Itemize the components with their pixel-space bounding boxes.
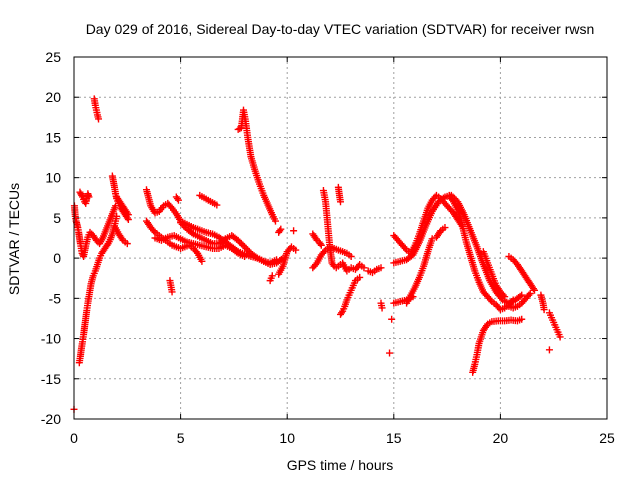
data-point — [123, 209, 131, 217]
data-point — [540, 306, 548, 314]
data-point — [529, 285, 537, 293]
x-tick-label: 10 — [279, 430, 295, 446]
plot-frame — [73, 56, 608, 420]
data-point — [329, 261, 337, 269]
data-point — [234, 236, 242, 244]
y-tick-label: 5 — [53, 210, 61, 226]
data-point — [220, 236, 228, 244]
data-point — [401, 244, 409, 252]
data-point — [501, 293, 509, 301]
y-tick-label: 10 — [45, 170, 61, 186]
chart-title: Day 029 of 2016, Sidereal Day-to-day VTE… — [86, 21, 595, 37]
data-point — [237, 240, 245, 248]
data-point — [448, 196, 456, 204]
data-point — [338, 309, 346, 317]
data-point — [188, 229, 196, 237]
data-point — [525, 291, 533, 299]
data-point — [556, 333, 564, 341]
data-point — [386, 349, 394, 357]
data-point — [242, 244, 250, 252]
data-point — [178, 220, 186, 228]
data-point — [292, 246, 300, 254]
data-point — [95, 115, 103, 123]
y-tick-label: 20 — [45, 89, 61, 105]
data-point — [177, 219, 185, 227]
data-point — [428, 235, 436, 243]
data-point — [360, 264, 368, 272]
x-tick-label: 5 — [177, 430, 185, 446]
y-tick-label: 15 — [45, 129, 61, 145]
data-point — [78, 191, 86, 199]
data-point — [239, 241, 247, 249]
data-point — [168, 288, 176, 296]
data-point — [236, 238, 244, 246]
data-point — [436, 228, 444, 236]
y-tick-label: -15 — [41, 371, 61, 387]
y-tick-label: -5 — [49, 290, 62, 306]
data-point — [123, 240, 131, 248]
data-point — [252, 253, 260, 261]
data-point — [192, 248, 200, 256]
data-point — [241, 253, 249, 261]
data-point — [518, 315, 526, 323]
x-tick-label: 20 — [493, 430, 509, 446]
data-point — [317, 241, 325, 249]
y-tick-label: 0 — [53, 250, 61, 266]
data-point — [103, 241, 111, 249]
data-point — [347, 253, 355, 261]
data-point — [508, 298, 516, 306]
data-point — [277, 225, 285, 233]
data-point — [118, 235, 126, 243]
data-point — [439, 194, 447, 202]
grid-lines — [74, 57, 607, 419]
data-point — [244, 246, 252, 254]
y-tick-label: -20 — [41, 411, 61, 427]
data-points — [70, 95, 564, 413]
data-point — [268, 272, 276, 280]
data-point — [233, 248, 241, 256]
data-point — [86, 228, 94, 236]
data-point — [316, 240, 324, 248]
data-point — [213, 201, 221, 209]
data-point — [174, 196, 182, 204]
data-point — [526, 290, 534, 298]
data-point — [198, 257, 206, 265]
data-point — [312, 235, 320, 243]
y-axis-label: SDTVAR / TECUs — [6, 183, 22, 295]
data-point — [378, 304, 386, 312]
data-point — [337, 198, 344, 206]
data-point — [85, 193, 93, 201]
data-point — [150, 227, 158, 235]
x-tick-label: 15 — [386, 430, 402, 446]
data-point — [441, 224, 449, 232]
data-point — [124, 211, 132, 219]
data-point — [173, 195, 181, 203]
data-point — [234, 125, 242, 133]
data-point — [499, 291, 507, 299]
data-point — [531, 286, 539, 294]
data-point — [290, 227, 298, 235]
x-tick-label: 0 — [70, 430, 78, 446]
data-point — [320, 248, 328, 256]
data-point — [356, 273, 364, 281]
x-axis-label: GPS time / hours — [287, 457, 394, 473]
data-point — [113, 212, 121, 220]
data-point — [545, 346, 553, 354]
data-point — [509, 296, 517, 304]
x-tick-label: 25 — [599, 430, 615, 446]
data-point — [241, 243, 249, 251]
data-point — [486, 296, 494, 304]
data-point — [518, 291, 526, 299]
data-point — [516, 292, 524, 300]
y-tick-label: 25 — [45, 49, 61, 65]
data-point — [271, 217, 279, 225]
data-point — [180, 222, 188, 230]
data-point — [276, 227, 284, 235]
y-tick-label: -10 — [41, 331, 61, 347]
data-point — [377, 264, 385, 272]
data-point — [312, 261, 320, 269]
data-point — [388, 315, 396, 323]
